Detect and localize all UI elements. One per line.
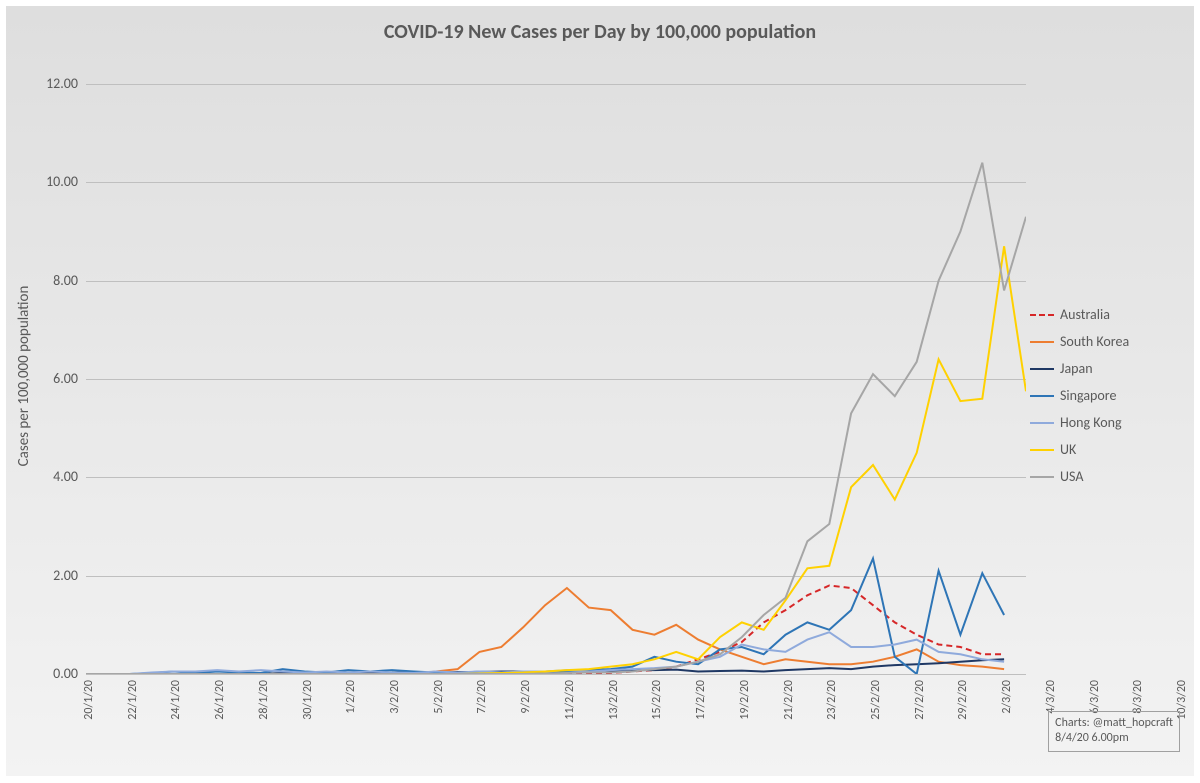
plot-area: 0.002.004.006.008.0010.0012.0020/1/2022/… xyxy=(86,84,1026,674)
x-tick-label: 11/2/20 xyxy=(563,680,577,720)
y-tick-label: 6.00 xyxy=(38,370,78,387)
x-tick-label: 29/2/20 xyxy=(956,680,970,720)
x-tick-label: 21/2/20 xyxy=(782,680,796,720)
legend-label: Japan xyxy=(1060,360,1093,377)
credit-line1: Charts: @matt_hopcraft xyxy=(1055,716,1173,732)
credit-box: Charts: @matt_hopcraft 8/4/20 6.00pm xyxy=(1048,711,1180,752)
y-tick-label: 0.00 xyxy=(38,665,78,682)
x-tick-label: 28/1/20 xyxy=(257,680,271,720)
series-line xyxy=(86,559,1004,675)
y-tick-label: 2.00 xyxy=(38,567,78,584)
x-tick-label: 7/2/20 xyxy=(475,680,489,714)
chart-container: COVID-19 New Cases per Day by 100,000 po… xyxy=(6,6,1194,776)
x-tick-label: 20/1/20 xyxy=(82,680,96,720)
y-tick-label: 4.00 xyxy=(38,468,78,485)
y-tick-label: 8.00 xyxy=(38,272,78,289)
gridline xyxy=(86,674,1026,675)
legend-label: Hong Kong xyxy=(1060,414,1122,431)
legend-item: South Korea xyxy=(1030,333,1180,350)
legend-label: South Korea xyxy=(1060,333,1129,350)
x-tick-label: 2/3/20 xyxy=(1000,680,1014,714)
legend-swatch xyxy=(1030,449,1054,451)
x-tick-label: 1/2/20 xyxy=(344,680,358,714)
legend-item: Australia xyxy=(1030,306,1180,323)
legend-item: Hong Kong xyxy=(1030,414,1180,431)
chart-title: COVID-19 New Cases per Day by 100,000 po… xyxy=(6,6,1194,44)
series-line xyxy=(86,588,1004,674)
legend-item: UK xyxy=(1030,441,1180,458)
series-line xyxy=(86,586,1004,675)
x-tick-label: 19/2/20 xyxy=(738,680,752,720)
legend: Australia South Korea Japan Singapore Hong K… xyxy=(1030,306,1180,495)
x-tick-label: 30/1/20 xyxy=(301,680,315,720)
x-tick-label: 17/2/20 xyxy=(694,680,708,720)
x-tick-label: 5/2/20 xyxy=(432,680,446,714)
y-axis-label: Cases per 100,000 population xyxy=(15,286,33,467)
x-tick-label: 22/1/20 xyxy=(126,680,140,720)
y-tick-label: 10.00 xyxy=(38,173,78,190)
x-tick-label: 27/2/20 xyxy=(913,680,927,720)
x-tick-label: 8/3/20 xyxy=(1131,680,1145,714)
x-tick-label: 25/2/20 xyxy=(869,680,883,720)
legend-swatch xyxy=(1030,476,1054,478)
y-tick-label: 12.00 xyxy=(38,75,78,92)
legend-label: UK xyxy=(1060,441,1076,458)
x-tick-label: 13/2/20 xyxy=(607,680,621,720)
legend-swatch xyxy=(1030,395,1054,397)
legend-swatch xyxy=(1030,368,1054,370)
x-tick-label: 23/2/20 xyxy=(825,680,839,720)
legend-label: USA xyxy=(1060,468,1083,485)
x-tick-label: 9/2/20 xyxy=(519,680,533,714)
legend-label: Australia xyxy=(1060,306,1110,323)
x-tick-label: 3/2/20 xyxy=(388,680,402,714)
legend-label: Singapore xyxy=(1060,387,1116,404)
x-tick-label: 6/3/20 xyxy=(1088,680,1102,714)
legend-item: Japan xyxy=(1030,360,1180,377)
x-tick-label: 4/3/20 xyxy=(1044,680,1058,714)
legend-item: USA xyxy=(1030,468,1180,485)
x-tick-label: 15/2/20 xyxy=(650,680,664,720)
legend-swatch xyxy=(1030,341,1054,343)
legend-swatch xyxy=(1030,314,1054,316)
x-tick-label: 24/1/20 xyxy=(169,680,183,720)
legend-item: Singapore xyxy=(1030,387,1180,404)
legend-swatch xyxy=(1030,422,1054,424)
x-tick-label: 26/1/20 xyxy=(213,680,227,720)
credit-line2: 8/4/20 6.00pm xyxy=(1055,731,1173,747)
